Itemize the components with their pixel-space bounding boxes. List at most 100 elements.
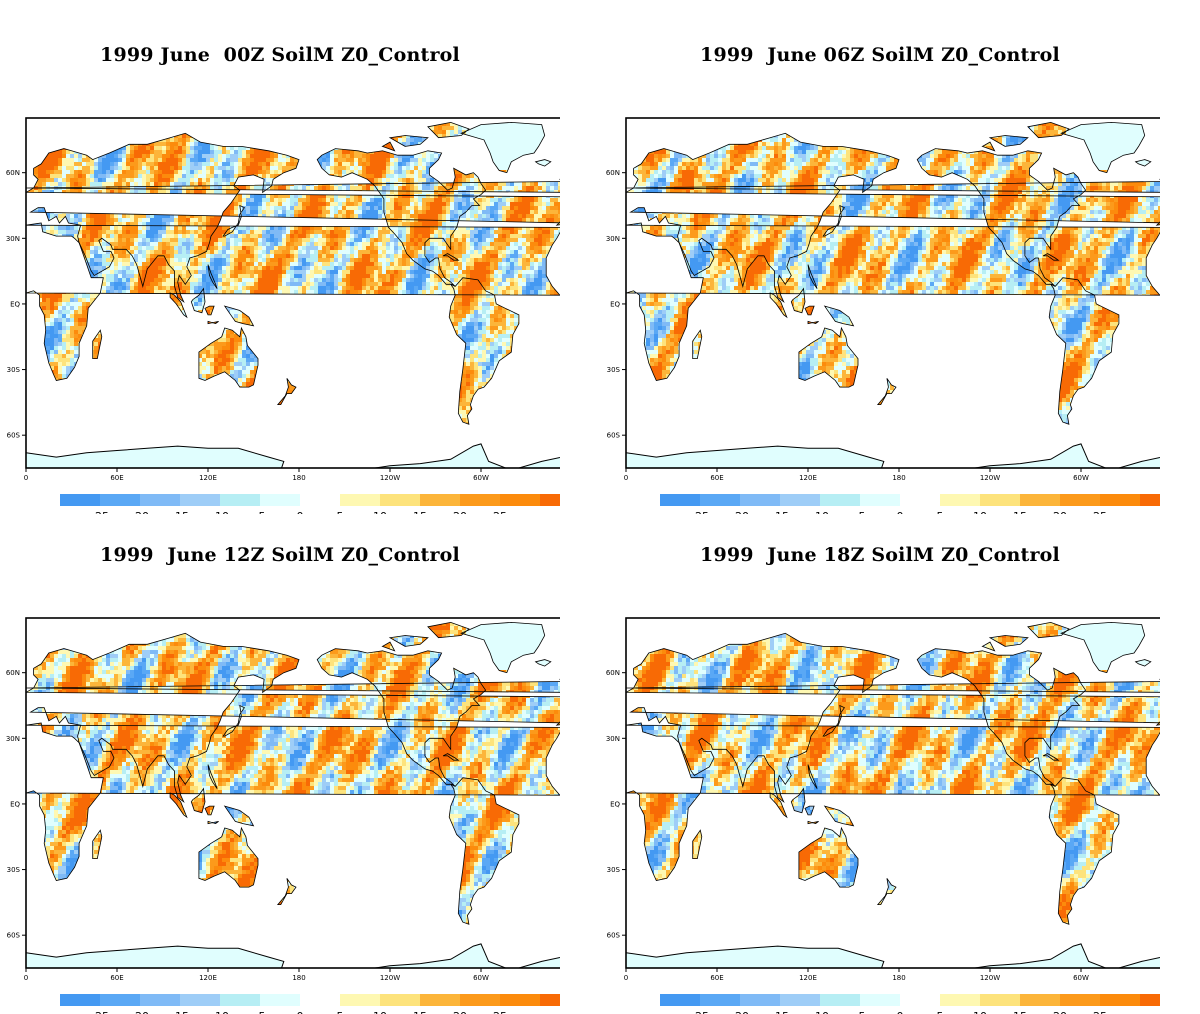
colorbar-label: 20	[453, 1010, 467, 1014]
y-tick-label: 30S	[7, 866, 21, 874]
x-tick-label: 120W	[980, 474, 1000, 482]
y-tick-label: 60N	[606, 669, 620, 677]
y-tick-label: EQ	[10, 800, 20, 808]
colorbar-label: 0	[297, 1010, 304, 1014]
colorbar-label: 20	[453, 510, 467, 514]
x-tick-label: 120W	[380, 474, 400, 482]
colorbar-label: -5	[855, 510, 866, 514]
y-tick-label: 30N	[606, 235, 620, 243]
x-tick-label: 60W	[473, 474, 489, 482]
y-tick-label: EQ	[610, 300, 620, 308]
y-tick-label: 60S	[607, 932, 621, 940]
colorbar-label: 25	[493, 1010, 507, 1014]
colorbar-label: -15	[771, 510, 789, 514]
colorbar-label: -10	[211, 1010, 229, 1014]
y-tick-label: 30S	[607, 366, 621, 374]
panel-title: 1999 June 12Z SoilM Z0_Control	[0, 544, 560, 566]
colorbar-label: 15	[1013, 1010, 1027, 1014]
colorbar-label: 5	[937, 1010, 944, 1014]
x-tick-label: 120W	[980, 974, 1000, 982]
colorbar-label: -15	[771, 1010, 789, 1014]
colorbar-label: -10	[811, 510, 829, 514]
colorbar-label: -25	[91, 1010, 109, 1014]
colorbar-label: 25	[1093, 1010, 1107, 1014]
y-tick-label: 60S	[7, 932, 21, 940]
colorbar: -25-20-15-10-50510152025	[60, 494, 560, 514]
colorbar: -25 -20 -15 -10 -5 0 5 10 15 20 25	[660, 994, 1160, 1014]
y-tick-label: 30S	[607, 866, 621, 874]
x-tick-label: 60W	[1073, 474, 1089, 482]
y-tick-label: 30S	[7, 366, 21, 374]
x-tick-label: 180	[892, 474, 905, 482]
colorbar-label: 15	[413, 510, 427, 514]
colorbar-label: -15	[171, 1010, 189, 1014]
x-tick-label: 60E	[710, 474, 723, 482]
x-tick-label: 180	[292, 474, 305, 482]
y-tick-label: EQ	[10, 300, 20, 308]
y-tick-label: 60N	[606, 169, 620, 177]
y-tick-label: 60N	[6, 169, 20, 177]
x-tick-label: 180	[892, 974, 905, 982]
colorbar-label: -20	[731, 1010, 749, 1014]
panel-title: 1999 June 06Z SoilM Z0_Control	[600, 44, 1160, 66]
colorbar-label: 15	[413, 1010, 427, 1014]
x-tick-label: 0	[624, 474, 628, 482]
colorbar-label: -20	[731, 510, 749, 514]
colorbar-label: 5	[337, 510, 344, 514]
x-tick-label: 120E	[199, 974, 217, 982]
colorbar: -25 -20 -15 -10 -5 0 5 10 15 20 25	[660, 494, 1160, 514]
panel-title: 1999 June 18Z SoilM Z0_Control	[600, 544, 1160, 566]
colorbar-label: -10	[811, 1010, 829, 1014]
y-tick-label: 30N	[6, 235, 20, 243]
colorbar-label: 0	[897, 1010, 904, 1014]
x-tick-label: 0	[624, 974, 628, 982]
x-tick-label: 180	[292, 974, 305, 982]
colorbar-label: -15	[171, 510, 189, 514]
map-panel: 1999 June 00Z SoilM Z0_Control 0 60E 120E 18…	[0, 44, 560, 514]
colorbar-label: 25	[493, 510, 507, 514]
colorbar: -25-20-15-10-50510152025	[60, 994, 560, 1014]
x-tick-label: 120E	[799, 974, 817, 982]
colorbar-label: 10	[973, 510, 987, 514]
colorbar-label: 25	[1093, 510, 1107, 514]
y-tick-label: 30N	[6, 735, 20, 743]
y-tick-label: 60S	[7, 432, 21, 440]
y-tick-label: EQ	[610, 800, 620, 808]
colorbar-label: 20	[1053, 1010, 1067, 1014]
x-tick-label: 120E	[799, 474, 817, 482]
y-tick-label: 30N	[606, 735, 620, 743]
map-figure: 0 60E 120E 180 120W 60W 0 60N 30N EQ 30S 60S -25 -20 -…	[0, 74, 560, 514]
panel-title: 1999 June 00Z SoilM Z0_Control	[0, 44, 560, 66]
x-tick-label: 60W	[473, 974, 489, 982]
map-panel: 1999 June 12Z SoilM Z0_Control 0 60E 120E 18…	[0, 544, 560, 1014]
y-tick-label: 60S	[607, 432, 621, 440]
colorbar-label: -25	[91, 510, 109, 514]
x-tick-label: 60E	[710, 974, 723, 982]
colorbar-label: 15	[1013, 510, 1027, 514]
colorbar-label: -20	[131, 1010, 149, 1014]
colorbar-label: 0	[297, 510, 304, 514]
colorbar-label: -25	[691, 510, 709, 514]
y-tick-label: 60N	[6, 669, 20, 677]
colorbar-label: 5	[337, 1010, 344, 1014]
x-tick-label: 120W	[380, 974, 400, 982]
x-tick-label: 0	[24, 974, 28, 982]
x-tick-label: 0	[24, 474, 28, 482]
colorbar-label: -5	[255, 1010, 266, 1014]
x-tick-label: 60E	[110, 474, 123, 482]
colorbar-label: 20	[1053, 510, 1067, 514]
colorbar-label: -5	[855, 1010, 866, 1014]
colorbar-label: 10	[973, 1010, 987, 1014]
map-figure: 060E120E180120W60W060N30NEQ30S60S-25-20-…	[600, 74, 1160, 514]
x-tick-label: 60E	[110, 974, 123, 982]
colorbar-label: -5	[255, 510, 266, 514]
x-tick-label: 60W	[1073, 974, 1089, 982]
colorbar-label: 10	[373, 510, 387, 514]
x-tick-label: 120E	[199, 474, 217, 482]
colorbar-label: 5	[937, 510, 944, 514]
colorbar-label: -20	[131, 510, 149, 514]
map-figure: 060E120E180120W60W060N30NEQ30S60S-25-20-…	[600, 574, 1160, 1014]
map-panel: 1999 June 18Z SoilM Z0_Control 0 60E 120E 18…	[600, 544, 1160, 1014]
colorbar-label: -25	[691, 1010, 709, 1014]
colorbar-label: 0	[897, 510, 904, 514]
